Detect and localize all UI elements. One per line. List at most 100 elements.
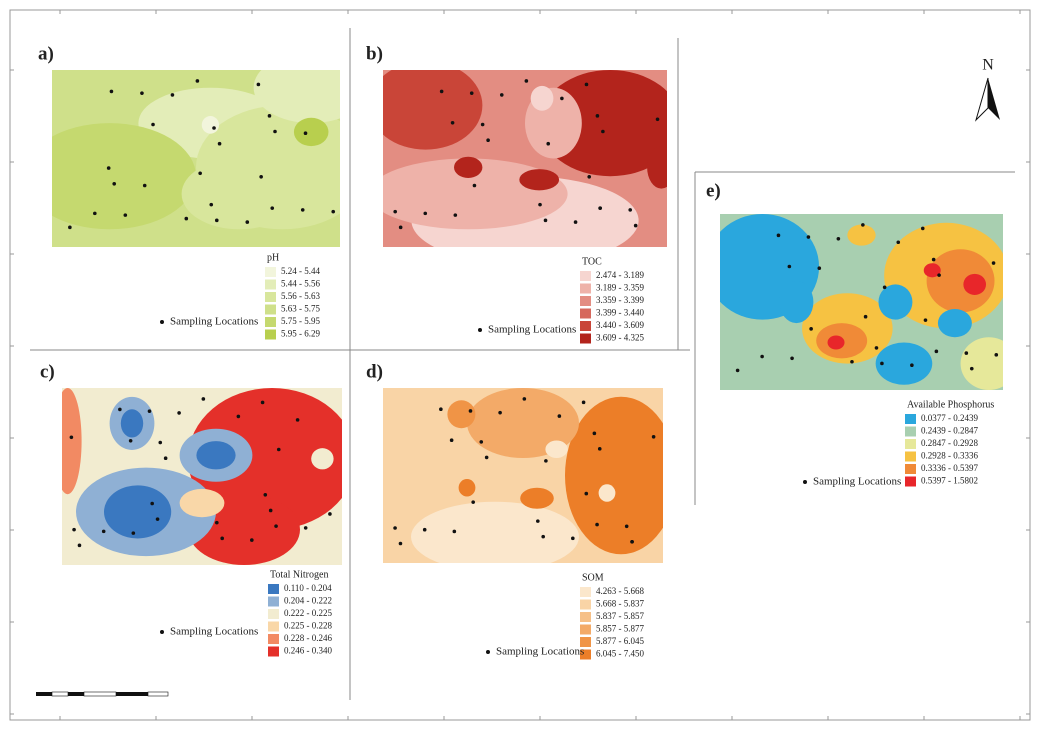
legend-label: 0.246 - 0.340 bbox=[284, 646, 332, 656]
sampling-point bbox=[423, 211, 428, 216]
sampling-point bbox=[184, 216, 189, 221]
legend-swatch bbox=[580, 624, 591, 635]
zone bbox=[52, 123, 196, 230]
sampling-point bbox=[910, 363, 914, 368]
sampling-point bbox=[628, 208, 633, 212]
legend-swatch bbox=[265, 317, 276, 327]
sampling-point bbox=[806, 235, 811, 239]
sampling-point bbox=[209, 202, 214, 207]
zone bbox=[179, 488, 225, 518]
legend-swatch bbox=[580, 612, 591, 622]
legend-label: 5.24 - 5.44 bbox=[281, 266, 320, 276]
sampling-point bbox=[158, 440, 163, 445]
sampling-point bbox=[630, 539, 634, 544]
legend-sampling: Sampling Locations bbox=[170, 316, 258, 328]
sampling-point bbox=[150, 501, 154, 506]
legend-label: 5.857 - 5.877 bbox=[596, 624, 644, 634]
legend-label: 5.837 - 5.857 bbox=[596, 611, 644, 621]
sampling-point bbox=[450, 120, 455, 125]
legend-swatch bbox=[580, 587, 591, 597]
legend-label: 0.204 - 0.222 bbox=[284, 596, 332, 606]
sampling-point bbox=[198, 171, 202, 176]
sampling-point bbox=[215, 520, 219, 525]
legend-label: 4.263 - 5.668 bbox=[596, 586, 644, 596]
north-arrow: N bbox=[974, 57, 1000, 122]
zone bbox=[923, 263, 941, 278]
legend-label: 5.75 - 5.95 bbox=[281, 316, 320, 326]
map-surface bbox=[383, 388, 663, 563]
sampling-point bbox=[581, 400, 586, 405]
legend-sampling: Sampling Locations bbox=[496, 646, 584, 658]
zone bbox=[383, 70, 483, 150]
sampling-point bbox=[201, 397, 206, 401]
sampling-point bbox=[77, 543, 82, 548]
legend-label: 0.222 - 0.225 bbox=[284, 608, 332, 618]
sampling-point bbox=[109, 89, 114, 94]
legend-dot bbox=[803, 480, 807, 484]
sampling-point bbox=[452, 529, 457, 534]
legend-sampling: Sampling Locations bbox=[170, 626, 258, 638]
sampling-point bbox=[245, 220, 250, 224]
sampling-point bbox=[486, 138, 490, 143]
sampling-point bbox=[101, 529, 106, 534]
sampling-point bbox=[453, 213, 458, 217]
sampling-point bbox=[93, 211, 97, 216]
legend-dot bbox=[160, 630, 164, 634]
sampling-point bbox=[809, 327, 813, 331]
sampling-point bbox=[573, 220, 578, 224]
sampling-point bbox=[106, 166, 111, 170]
sampling-point bbox=[300, 208, 305, 212]
sampling-point bbox=[571, 536, 575, 541]
sampling-point bbox=[331, 209, 336, 214]
sampling-point bbox=[543, 218, 548, 223]
sampling-point bbox=[920, 226, 925, 231]
legend-dot bbox=[478, 328, 482, 332]
north-label: N bbox=[982, 57, 994, 74]
sampling-point bbox=[220, 536, 224, 541]
sampling-point bbox=[499, 93, 504, 97]
legend-swatch bbox=[580, 637, 591, 647]
legend-sampling: Sampling Locations bbox=[488, 324, 576, 336]
zone bbox=[196, 441, 236, 470]
sampling-point bbox=[760, 354, 764, 359]
zone bbox=[960, 337, 1003, 390]
zone bbox=[120, 409, 144, 438]
legend-swatch bbox=[268, 609, 279, 619]
legend-swatch bbox=[905, 476, 916, 487]
sampling-point bbox=[592, 431, 597, 436]
legend-label: 5.63 - 5.75 bbox=[281, 304, 320, 314]
sampling-point bbox=[597, 447, 602, 451]
sampling-point bbox=[934, 349, 939, 354]
sampling-point bbox=[790, 356, 794, 361]
legend-swatch bbox=[905, 426, 916, 437]
zone bbox=[937, 309, 972, 338]
panel-label: e) bbox=[706, 180, 721, 201]
sampling-point bbox=[155, 517, 160, 521]
zone bbox=[447, 400, 476, 429]
sampling-point bbox=[163, 456, 168, 461]
sampling-point bbox=[524, 79, 529, 83]
legend-swatch bbox=[905, 414, 916, 424]
map-surface bbox=[62, 388, 342, 565]
sampling-point bbox=[937, 273, 941, 277]
legend-swatch bbox=[268, 634, 279, 644]
map-panel: d) SOM 4.263 - 5.668 5.668 - 5.837 5.837 - 5… bbox=[366, 361, 663, 660]
legend-swatch bbox=[265, 329, 276, 340]
sampling-point bbox=[256, 82, 261, 87]
sampling-point bbox=[393, 209, 397, 214]
zone bbox=[188, 388, 342, 530]
sampling-point bbox=[250, 538, 254, 542]
legend-label: 5.668 - 5.837 bbox=[596, 599, 644, 609]
frame bbox=[9, 9, 1031, 721]
legend-swatch bbox=[265, 267, 276, 277]
legend-swatch bbox=[580, 271, 591, 281]
sampling-point bbox=[214, 218, 219, 223]
zone bbox=[311, 448, 334, 470]
zone bbox=[454, 156, 483, 178]
legend-swatch bbox=[265, 304, 276, 315]
legend-swatch bbox=[268, 584, 279, 594]
legend-swatch bbox=[268, 621, 279, 632]
sampling-point bbox=[601, 129, 605, 134]
graticule-ticks bbox=[10, 10, 1030, 720]
